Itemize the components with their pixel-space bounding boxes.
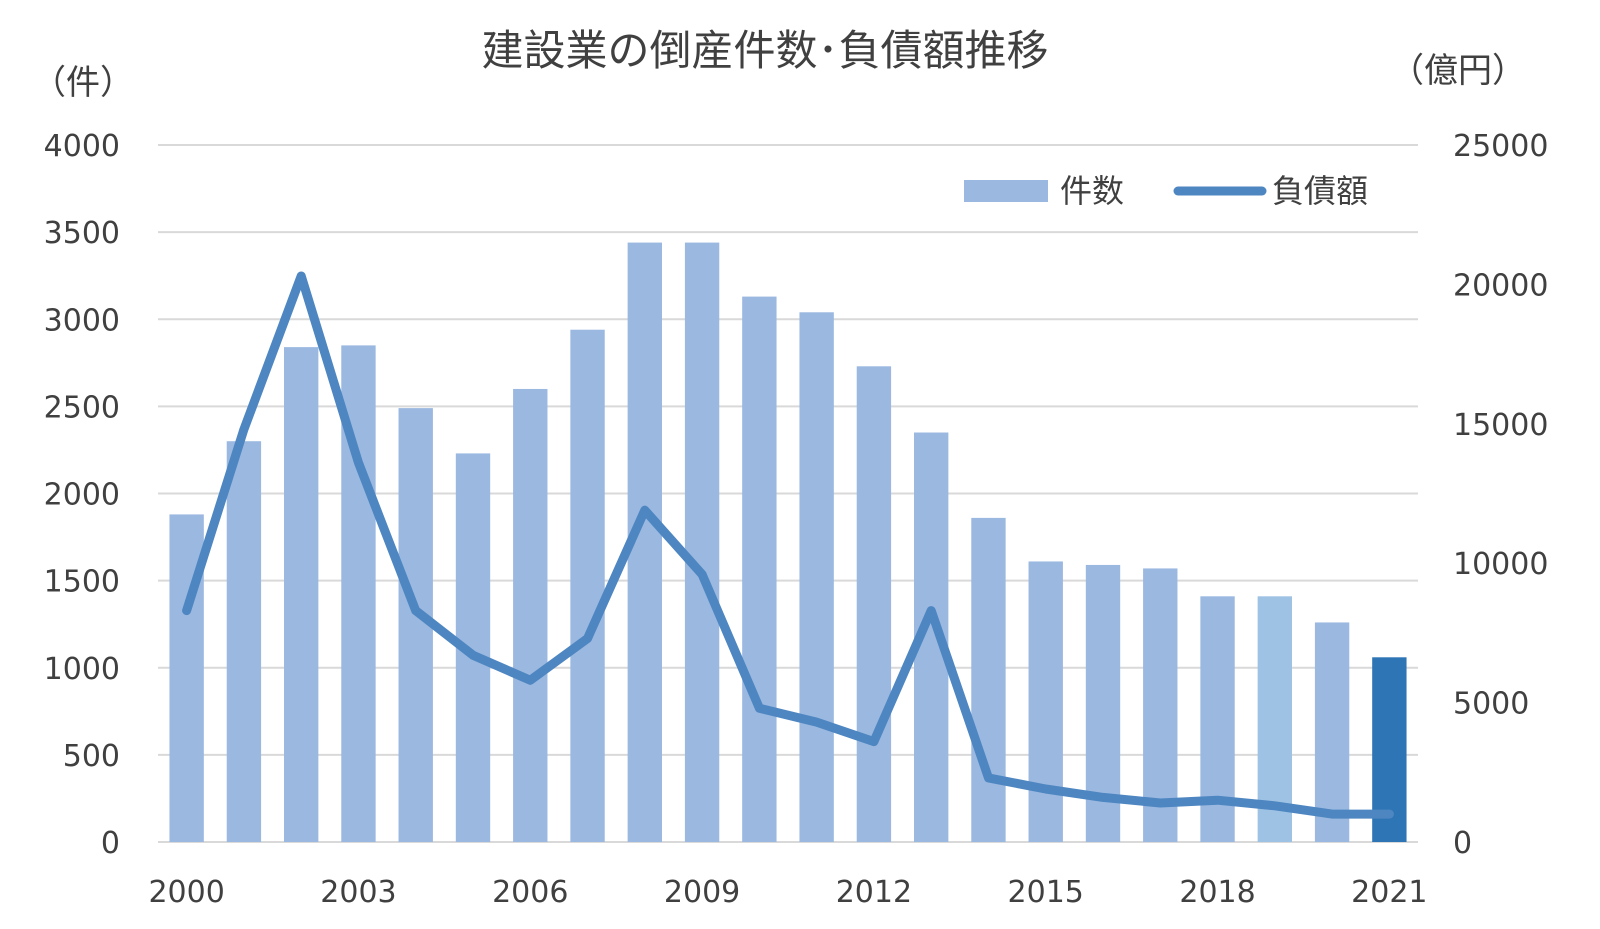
bar-2017 <box>1143 568 1178 842</box>
bar-2006 <box>513 388 548 842</box>
x-tick-label: 2021 <box>1351 875 1427 910</box>
bar-2001 <box>226 441 262 842</box>
x-axis-ticks: 2000 2003 2006 2009 2012 2015 2018 2021 <box>148 875 1427 910</box>
right-tick-label: 20000 <box>1453 268 1548 303</box>
legend-bar-swatch <box>964 180 1048 202</box>
right-tick-label: 25000 <box>1453 129 1548 164</box>
right-tick-label: 10000 <box>1453 547 1548 582</box>
legend-line-label: 負債額 <box>1272 172 1368 210</box>
bar-series <box>169 242 1407 843</box>
right-tick-label: 0 <box>1453 826 1472 861</box>
left-tick-label: 0 <box>101 826 120 861</box>
left-axis-ticks: 0 500 1000 1500 2000 2500 3000 3500 4000 <box>44 129 120 861</box>
bar-2012 <box>856 366 892 842</box>
left-tick-label: 3000 <box>44 303 120 338</box>
right-axis-ticks: 0 5000 10000 15000 20000 25000 <box>1453 129 1548 861</box>
right-tick-label: 5000 <box>1453 687 1529 722</box>
left-tick-label: 1500 <box>44 565 120 600</box>
x-tick-label: 2009 <box>664 875 740 910</box>
left-tick-label: 2500 <box>44 390 120 425</box>
bar-2015 <box>1028 561 1063 842</box>
bar-2002 <box>284 347 319 842</box>
x-tick-label: 2006 <box>492 875 568 910</box>
bar-2014 <box>971 517 1006 842</box>
bar-2010 <box>742 296 777 842</box>
debt-line <box>182 271 1394 819</box>
x-tick-label: 2000 <box>148 875 224 910</box>
left-tick-label: 2000 <box>44 478 120 513</box>
left-tick-label: 500 <box>63 739 120 774</box>
right-axis-unit: （億円） <box>1390 51 1526 91</box>
left-tick-label: 4000 <box>44 129 120 164</box>
bar-2020 <box>1314 622 1350 842</box>
bar-2009 <box>684 242 720 842</box>
bar-2011 <box>799 312 834 842</box>
line-series <box>182 271 1394 819</box>
legend-bar-label: 件数 <box>1060 172 1124 210</box>
x-tick-label: 2015 <box>1008 875 1084 910</box>
left-tick-label: 1000 <box>44 652 120 687</box>
left-axis-unit: （件） <box>32 63 134 103</box>
x-tick-label: 2003 <box>320 875 396 910</box>
chart-title: 建設業の倒産件数･負債額推移 <box>481 26 1048 75</box>
x-tick-label: 2012 <box>836 875 912 910</box>
legend: 件数 負債額 <box>964 172 1368 210</box>
right-tick-label: 15000 <box>1453 408 1548 443</box>
bar-2007 <box>570 329 605 843</box>
x-tick-label: 2018 <box>1179 875 1255 910</box>
left-tick-label: 3500 <box>44 216 120 251</box>
